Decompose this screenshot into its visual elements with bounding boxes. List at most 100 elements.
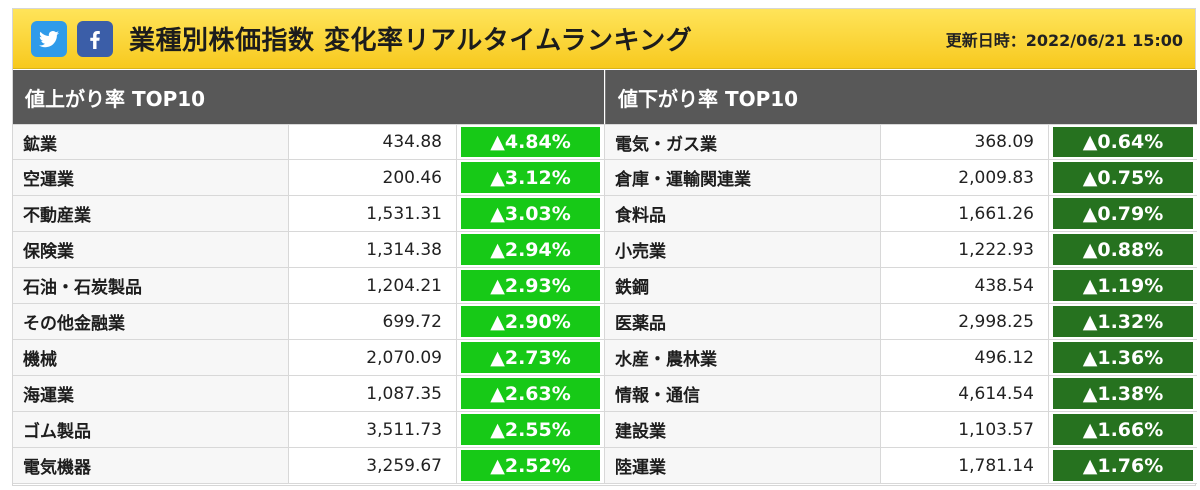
change-cell: ▲2.94% [457, 232, 605, 267]
index-value: 1,204.21 [289, 268, 457, 303]
sector-name[interactable]: 食料品 [605, 196, 881, 231]
updated-label: 更新日時： [945, 31, 1026, 50]
change-rate-badge: ▲0.64% [1053, 127, 1193, 157]
index-value: 1,087.35 [289, 376, 457, 411]
table-row[interactable]: 鉄鋼 438.54 ▲1.19% [605, 268, 1197, 304]
change-rate-badge: ▲1.32% [1053, 306, 1193, 337]
change-cell: ▲3.03% [457, 196, 605, 231]
table-row[interactable]: 医薬品 2,998.25 ▲1.32% [605, 304, 1197, 340]
table-row[interactable]: 石油・石炭製品 1,204.21 ▲2.93% [13, 268, 605, 304]
change-rate-badge: ▲1.36% [1053, 342, 1193, 373]
table-row[interactable]: 鉱業 434.88 ▲4.84% [13, 124, 605, 160]
change-cell: ▲1.66% [1049, 412, 1197, 447]
sector-name[interactable]: 電気・ガス業 [605, 125, 881, 159]
sector-name[interactable]: 陸運業 [605, 448, 881, 483]
sector-name[interactable]: 情報・通信 [605, 376, 881, 411]
sector-name[interactable]: ゴム製品 [13, 412, 289, 447]
table-row[interactable]: 水産・農林業 496.12 ▲1.36% [605, 340, 1197, 376]
table-row[interactable]: ゴム製品 3,511.73 ▲2.55% [13, 412, 605, 448]
index-value: 438.54 [881, 268, 1049, 303]
facebook-icon [90, 30, 100, 49]
sector-name[interactable]: 建設業 [605, 412, 881, 447]
change-rate-badge: ▲2.52% [461, 450, 600, 481]
index-value: 699.72 [289, 304, 457, 339]
change-rate-badge: ▲0.88% [1053, 234, 1193, 265]
table-row[interactable]: その他金融業 699.72 ▲2.90% [13, 304, 605, 340]
index-value: 200.46 [289, 160, 457, 195]
index-value: 2,998.25 [881, 304, 1049, 339]
table-row[interactable]: 陸運業 1,781.14 ▲1.76% [605, 448, 1197, 484]
change-cell: ▲2.55% [457, 412, 605, 447]
table-row[interactable]: 倉庫・運輸関連業 2,009.83 ▲0.75% [605, 160, 1197, 196]
facebook-share-button[interactable] [77, 20, 113, 57]
change-rate-badge: ▲2.63% [461, 378, 600, 409]
index-value: 1,781.14 [881, 448, 1049, 483]
change-rate-badge: ▲3.03% [461, 198, 600, 229]
ranking-panel: 業種別株価指数 変化率リアルタイムランキング 更新日時：2022/06/21 1… [12, 8, 1197, 486]
losers-heading: 値下がり率 TOP10 [605, 70, 1197, 124]
change-rate-badge: ▲4.84% [461, 127, 600, 157]
sector-name[interactable]: 倉庫・運輸関連業 [605, 160, 881, 195]
table-row[interactable]: 食料品 1,661.26 ▲0.79% [605, 196, 1197, 232]
sector-name[interactable]: 海運業 [13, 376, 289, 411]
sector-name[interactable]: 小売業 [605, 232, 881, 267]
change-rate-badge: ▲2.93% [461, 270, 600, 301]
table-row[interactable]: 小売業 1,222.93 ▲0.88% [605, 232, 1197, 268]
index-value: 368.09 [881, 125, 1049, 159]
change-cell: ▲1.32% [1049, 304, 1197, 339]
change-cell: ▲2.73% [457, 340, 605, 375]
table-row[interactable]: 海運業 1,087.35 ▲2.63% [13, 376, 605, 412]
sector-name[interactable]: 水産・農林業 [605, 340, 881, 375]
table-row[interactable]: 電気機器 3,259.67 ▲2.52% [13, 448, 605, 484]
change-cell: ▲0.75% [1049, 160, 1197, 195]
twitter-share-button[interactable] [31, 20, 67, 57]
sector-name[interactable]: 保険業 [13, 232, 289, 267]
losers-column: 値下がり率 TOP10 電気・ガス業 368.09 ▲0.64% 倉庫・運輸関連業 2,… [605, 70, 1197, 484]
index-value: 1,531.31 [289, 196, 457, 231]
sector-name[interactable]: 電気機器 [13, 448, 289, 483]
change-rate-badge: ▲2.90% [461, 306, 600, 337]
table-row[interactable]: 建設業 1,103.57 ▲1.66% [605, 412, 1197, 448]
change-rate-badge: ▲3.12% [461, 162, 600, 193]
sector-name[interactable]: 石油・石炭製品 [13, 268, 289, 303]
change-cell: ▲1.19% [1049, 268, 1197, 303]
sector-name[interactable]: その他金融業 [13, 304, 289, 339]
sector-name[interactable]: 不動産業 [13, 196, 289, 231]
gainers-heading: 値上がり率 TOP10 [13, 70, 605, 124]
table-row[interactable]: 保険業 1,314.38 ▲2.94% [13, 232, 605, 268]
sector-name[interactable]: 機械 [13, 340, 289, 375]
change-rate-badge: ▲1.38% [1053, 378, 1193, 409]
sector-name[interactable]: 鉱業 [13, 125, 289, 159]
sector-name[interactable]: 医薬品 [605, 304, 881, 339]
change-cell: ▲3.12% [457, 160, 605, 195]
index-value: 1,103.57 [881, 412, 1049, 447]
index-value: 434.88 [289, 125, 457, 159]
header-bar: 業種別株価指数 変化率リアルタイムランキング 更新日時：2022/06/21 1… [13, 9, 1195, 69]
change-rate-badge: ▲0.79% [1053, 198, 1193, 229]
table-row[interactable]: 電気・ガス業 368.09 ▲0.64% [605, 124, 1197, 160]
change-cell: ▲1.76% [1049, 448, 1197, 483]
index-value: 3,259.67 [289, 448, 457, 483]
sector-name[interactable]: 空運業 [13, 160, 289, 195]
change-cell: ▲2.90% [457, 304, 605, 339]
table-row[interactable]: 不動産業 1,531.31 ▲3.03% [13, 196, 605, 232]
change-cell: ▲1.38% [1049, 376, 1197, 411]
change-cell: ▲0.64% [1049, 125, 1197, 159]
change-rate-badge: ▲0.75% [1053, 162, 1193, 193]
table-row[interactable]: 機械 2,070.09 ▲2.73% [13, 340, 605, 376]
index-value: 1,222.93 [881, 232, 1049, 267]
change-cell: ▲0.88% [1049, 232, 1197, 267]
gainers-column: 値上がり率 TOP10 鉱業 434.88 ▲4.84% 空運業 200.46 ▲3.12… [13, 70, 605, 484]
index-value: 2,009.83 [881, 160, 1049, 195]
change-cell: ▲2.63% [457, 376, 605, 411]
change-rate-badge: ▲2.73% [461, 342, 600, 373]
change-rate-badge: ▲1.66% [1053, 414, 1193, 445]
index-value: 496.12 [881, 340, 1049, 375]
change-cell: ▲4.84% [457, 125, 605, 159]
updated-timestamp: 更新日時：2022/06/21 15:00 [946, 27, 1183, 51]
table-row[interactable]: 空運業 200.46 ▲3.12% [13, 160, 605, 196]
index-value: 2,070.09 [289, 340, 457, 375]
page-title: 業種別株価指数 変化率リアルタイムランキング [129, 26, 693, 56]
table-row[interactable]: 情報・通信 4,614.54 ▲1.38% [605, 376, 1197, 412]
sector-name[interactable]: 鉄鋼 [605, 268, 881, 303]
